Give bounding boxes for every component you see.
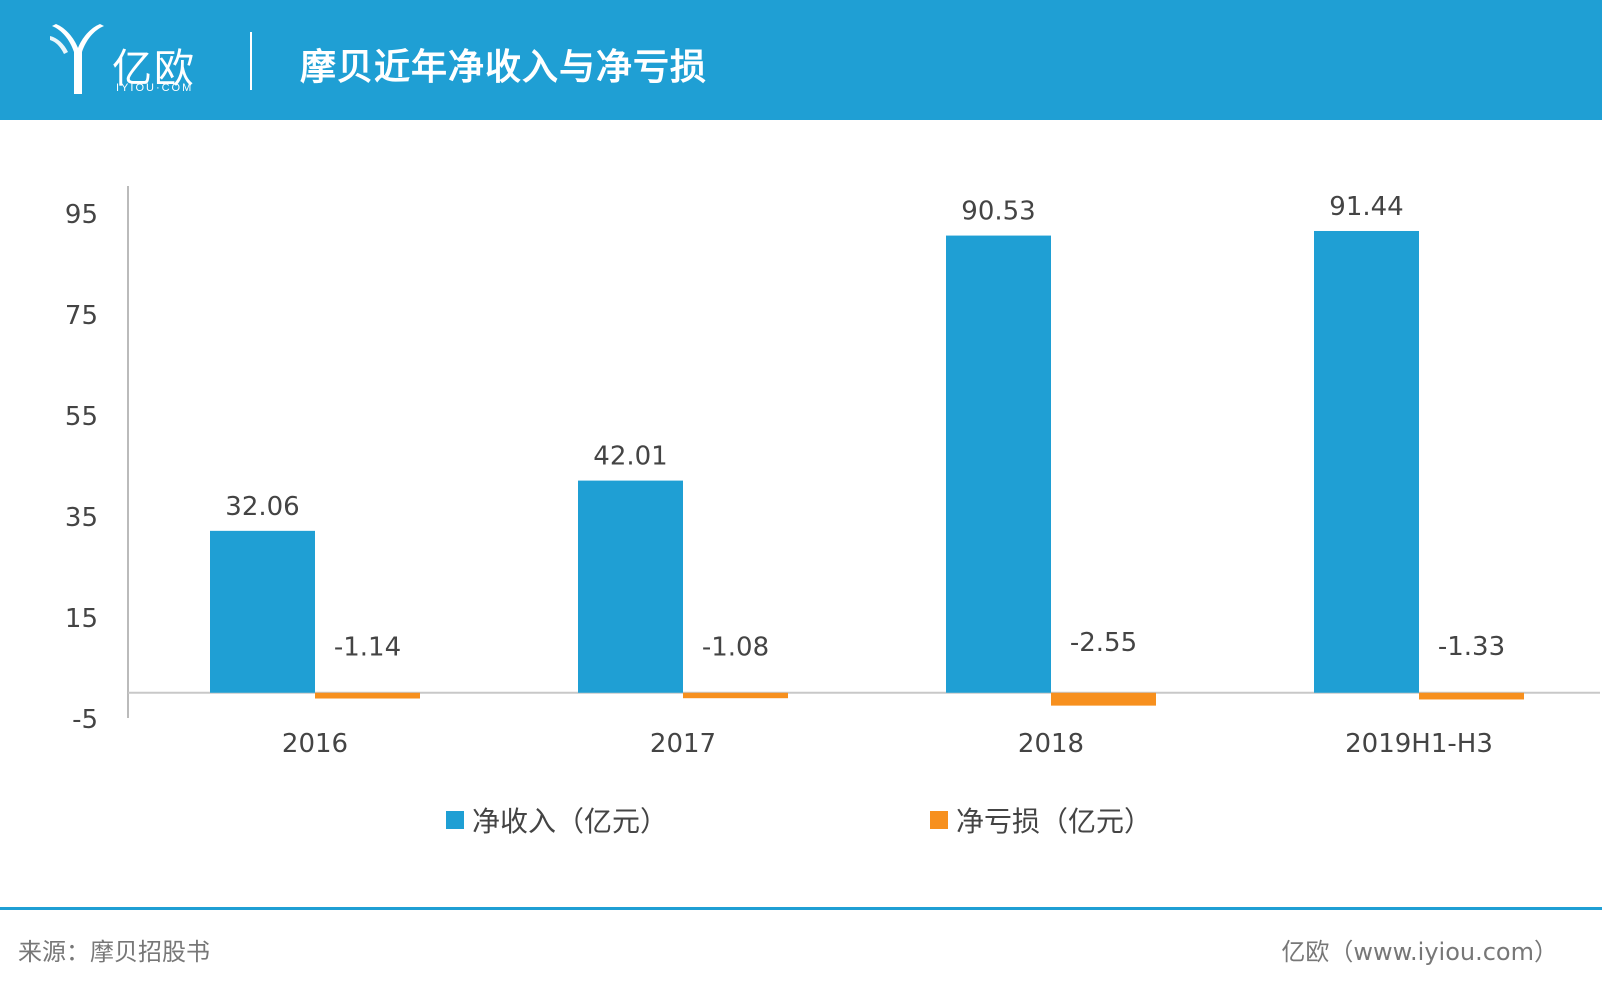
footer-divider bbox=[0, 907, 1602, 910]
y-tick-label: -5 bbox=[72, 705, 98, 735]
header-bar: 亿欧 IYIOU·COM 摩贝近年净收入与净亏损 bbox=[0, 0, 1602, 120]
page-title: 摩贝近年净收入与净亏损 bbox=[300, 47, 708, 88]
iyiou-logo-icon bbox=[50, 24, 104, 94]
x-tick-label: 2019H1-H3 bbox=[1345, 729, 1493, 759]
y-tick-label: 35 bbox=[65, 503, 98, 533]
x-tick-label: 2016 bbox=[282, 729, 348, 759]
y-tick-label: 55 bbox=[65, 402, 98, 432]
logo-text: 亿欧 bbox=[112, 46, 196, 92]
data-label-net-revenue: 91.44 bbox=[1329, 192, 1403, 222]
bar-net-loss bbox=[315, 692, 420, 699]
bar-chart: 95 75 55 35 15 -5 2016 32.06 -1.14 2017 42.01 -1.08… bbox=[65, 186, 1600, 759]
bar-net-loss bbox=[683, 692, 788, 699]
bar-net-loss bbox=[1419, 692, 1524, 700]
data-label-net-loss: -2.55 bbox=[1070, 628, 1137, 658]
x-tick-label: 2017 bbox=[650, 729, 716, 759]
bar-net-revenue bbox=[578, 480, 683, 693]
y-tick-label: 75 bbox=[65, 301, 98, 331]
brand-note: 亿欧（www.iyiou.com） bbox=[1281, 938, 1558, 966]
logo-subtext: IYIOU·COM bbox=[116, 82, 194, 94]
logo: 亿欧 IYIOU·COM bbox=[48, 22, 218, 102]
x-tick-label: 2018 bbox=[1018, 729, 1084, 759]
legend-item-net-revenue: 净收入（亿元） bbox=[446, 800, 668, 840]
bar-net-loss bbox=[1051, 692, 1156, 706]
bar-net-revenue bbox=[1314, 230, 1419, 693]
legend-swatch-net-revenue bbox=[446, 811, 464, 829]
data-label-net-revenue: 42.01 bbox=[593, 442, 667, 472]
header-divider bbox=[250, 32, 252, 90]
legend: 净收入（亿元） 净亏损（亿元） bbox=[0, 800, 1602, 840]
data-label-net-loss: -1.08 bbox=[702, 633, 769, 663]
source-note: 来源：摩贝招股书 bbox=[18, 938, 210, 966]
legend-label-net-loss: 净亏损（亿元） bbox=[956, 805, 1153, 838]
y-tick-label: 95 bbox=[65, 200, 98, 230]
data-label-net-revenue: 90.53 bbox=[961, 197, 1035, 227]
legend-label-net-revenue: 净收入（亿元） bbox=[472, 805, 669, 838]
y-tick-label: 15 bbox=[65, 604, 98, 634]
bar-net-revenue bbox=[210, 530, 315, 693]
legend-item-net-loss: 净亏损（亿元） bbox=[930, 800, 1152, 840]
data-label-net-revenue: 32.06 bbox=[225, 492, 299, 522]
data-label-net-loss: -1.33 bbox=[1438, 632, 1505, 662]
legend-swatch-net-loss bbox=[930, 811, 948, 829]
bar-net-revenue bbox=[946, 235, 1051, 693]
data-label-net-loss: -1.14 bbox=[334, 632, 401, 662]
